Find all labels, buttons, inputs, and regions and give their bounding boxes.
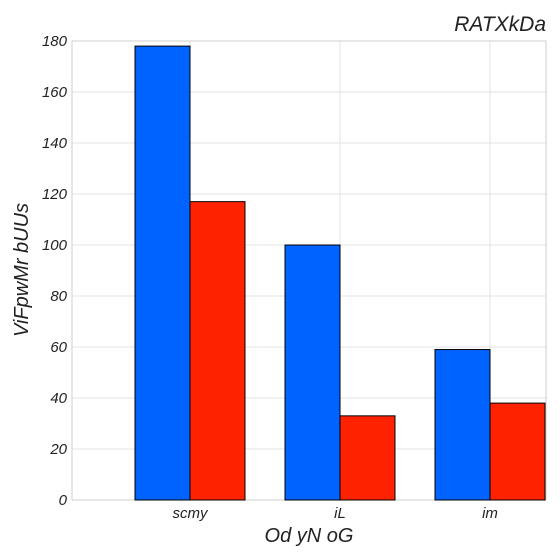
y-tick-label: 60 [50, 339, 67, 356]
bar-scmy-series-2 [189, 201, 246, 501]
bar-iL-series-1 [284, 244, 341, 501]
y-tick-label: 140 [42, 135, 68, 152]
x-tick-label: im [482, 505, 498, 522]
x-axis-ticks: scmy iL im [173, 505, 498, 522]
bar-im-series-1 [434, 349, 491, 501]
y-tick-label: 180 [42, 33, 68, 50]
y-tick-label: 120 [42, 186, 68, 203]
y-tick-label: 40 [50, 390, 67, 407]
y-tick-label: 100 [42, 237, 68, 254]
y-tick-label: 0 [59, 492, 68, 509]
y-tick-label: 80 [50, 288, 67, 305]
x-tick-label: scmy [173, 505, 209, 522]
chart-title: RATXkDa [454, 13, 546, 36]
bar-iL-series-2 [339, 415, 396, 501]
y-axis-title: ViFpwMr bUUs [11, 203, 33, 337]
x-tick-label: iL [334, 505, 346, 522]
y-tick-label: 160 [42, 84, 68, 101]
bar-im-series-2 [489, 402, 546, 501]
bar-scmy-series-1 [134, 45, 191, 501]
y-axis-ticks: 0 20 40 60 80 100 120 140 160 180 [42, 33, 68, 509]
bars [134, 45, 546, 501]
y-tick-label: 20 [49, 441, 67, 458]
x-axis-title: Od yN oG [265, 525, 354, 547]
